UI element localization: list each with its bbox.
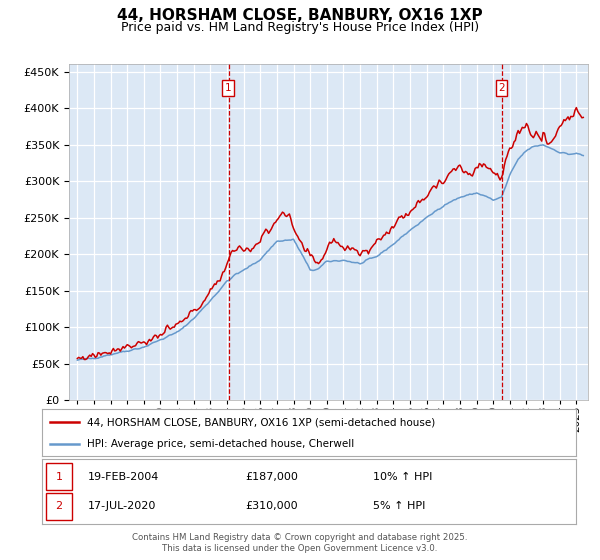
Text: £310,000: £310,000 [245, 501, 298, 511]
Text: 19-FEB-2004: 19-FEB-2004 [88, 472, 159, 482]
Text: 1: 1 [225, 83, 232, 93]
Text: £187,000: £187,000 [245, 472, 298, 482]
Text: Price paid vs. HM Land Registry's House Price Index (HPI): Price paid vs. HM Land Registry's House … [121, 21, 479, 35]
Text: 1: 1 [56, 472, 62, 482]
Text: 10% ↑ HPI: 10% ↑ HPI [373, 472, 433, 482]
Text: 44, HORSHAM CLOSE, BANBURY, OX16 1XP (semi-detached house): 44, HORSHAM CLOSE, BANBURY, OX16 1XP (se… [88, 417, 436, 427]
Text: This data is licensed under the Open Government Licence v3.0.: This data is licensed under the Open Gov… [163, 544, 437, 553]
Text: Contains HM Land Registry data © Crown copyright and database right 2025.: Contains HM Land Registry data © Crown c… [132, 533, 468, 542]
Bar [46, 463, 72, 490]
Text: 44, HORSHAM CLOSE, BANBURY, OX16 1XP: 44, HORSHAM CLOSE, BANBURY, OX16 1XP [117, 8, 483, 22]
Text: 17-JUL-2020: 17-JUL-2020 [88, 501, 156, 511]
Bar [46, 493, 72, 520]
Text: HPI: Average price, semi-detached house, Cherwell: HPI: Average price, semi-detached house,… [88, 439, 355, 449]
Bar [496, 80, 507, 96]
Text: 5% ↑ HPI: 5% ↑ HPI [373, 501, 425, 511]
Text: 2: 2 [498, 83, 505, 93]
Text: 2: 2 [56, 501, 62, 511]
Bar [223, 80, 234, 96]
